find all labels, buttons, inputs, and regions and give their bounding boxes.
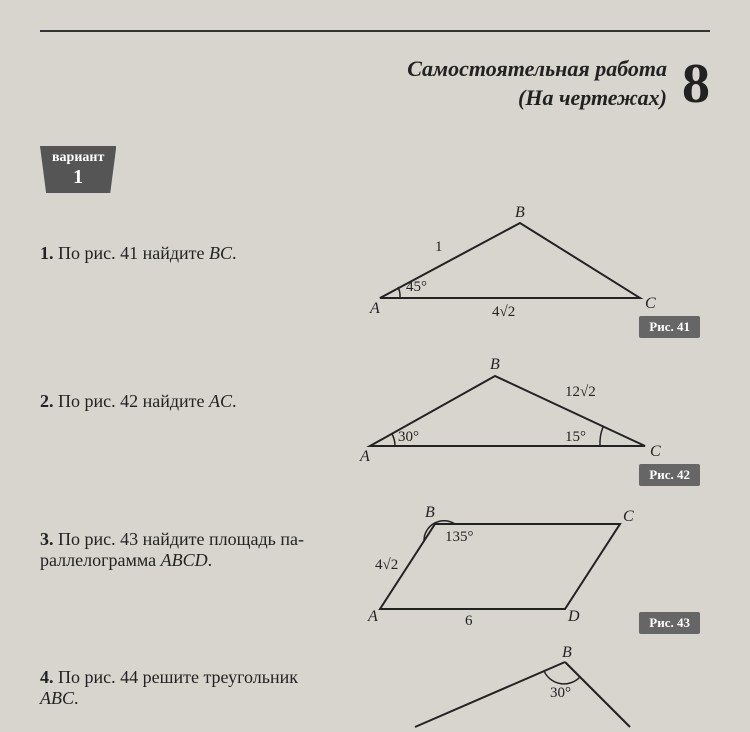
- vertex-C-42: C: [650, 443, 661, 460]
- problem-1-var: BC: [209, 243, 232, 263]
- angle-135-43: 135°: [445, 529, 474, 545]
- problem-1: 1. По рис. 41 найдите BC. A B C 45° 1 4√…: [40, 203, 710, 333]
- figure-43-svg: A B C D 135° 4√2 6: [340, 499, 660, 629]
- parallelogram-43: [380, 524, 620, 609]
- vertex-B-41: B: [515, 204, 525, 221]
- variant-badge: вариант 1: [40, 146, 116, 193]
- vertex-B-43: B: [425, 504, 435, 521]
- angle-15-42: 15°: [565, 429, 586, 445]
- angle-30-44: 30°: [550, 685, 571, 701]
- problem-2-num: 2.: [40, 391, 54, 411]
- problem-3-line2: раллелограмма: [40, 550, 161, 570]
- side-AD-43: 6: [465, 613, 473, 629]
- side-AB-43: 4√2: [375, 557, 398, 573]
- problem-4-before: По рис. 44 решите треугольник: [58, 667, 298, 687]
- vertex-D-43: D: [567, 608, 580, 625]
- problem-3: 3. По рис. 43 найдите площадь па- раллел…: [40, 499, 710, 629]
- angle-arc-42c: [600, 427, 603, 446]
- problem-4-num: 4.: [40, 667, 54, 687]
- figure-43: A B C D 135° 4√2 6 Рис. 43: [340, 499, 710, 629]
- side-1-41: 1: [435, 239, 443, 255]
- problem-2-before: По рис. 42 найдите: [58, 391, 209, 411]
- page-container: Самостоятельная работа (На чертежах) 8 в…: [0, 0, 750, 728]
- problem-3-num: 3.: [40, 529, 54, 549]
- problem-1-before: По рис. 41 найдите: [58, 243, 209, 263]
- problem-2: 2. По рис. 42 найдите AC. A B C 30° 15° …: [40, 351, 710, 481]
- vertex-B-44: B: [562, 644, 572, 661]
- problem-4-var: ABC: [40, 688, 74, 708]
- vertex-B-42: B: [490, 356, 500, 373]
- problem-2-text: 2. По рис. 42 найдите AC.: [40, 351, 340, 412]
- problem-3-text: 3. По рис. 43 найдите площадь па- раллел…: [40, 499, 340, 571]
- header-number: 8: [682, 52, 710, 116]
- header: Самостоятельная работа (На чертежах) 8: [40, 52, 710, 116]
- angle-30-42: 30°: [398, 429, 419, 445]
- line-44-right: [565, 662, 630, 727]
- figure-42: A B C 30° 15° 12√2 Рис. 42: [340, 351, 710, 481]
- variant-label: вариант: [52, 150, 104, 165]
- figure-42-svg: A B C 30° 15° 12√2: [340, 351, 660, 471]
- angle-arc-42a: [392, 434, 395, 446]
- figure-41: A B C 45° 1 4√2 Рис. 41: [340, 203, 710, 333]
- side-bottom-41: 4√2: [492, 304, 515, 320]
- vertex-A-42: A: [359, 448, 370, 465]
- problem-2-after: .: [232, 391, 237, 411]
- fig-42-label: Рис. 42: [639, 464, 700, 486]
- problem-3-var: ABCD: [161, 550, 208, 570]
- problem-3-after: .: [208, 550, 213, 570]
- angle-45-41: 45°: [406, 279, 427, 295]
- problem-1-num: 1.: [40, 243, 54, 263]
- header-line2: (На чертежах): [407, 84, 667, 113]
- vertex-A-43: A: [367, 608, 378, 625]
- problem-4-text: 4. По рис. 44 решите треугольник ABC.: [40, 647, 340, 709]
- figure-41-svg: A B C 45° 1 4√2: [340, 203, 660, 323]
- top-rule: [40, 30, 710, 32]
- fig-41-label: Рис. 41: [639, 316, 700, 338]
- problem-4: 4. По рис. 44 решите треугольник ABC. B …: [40, 647, 710, 727]
- angle-arc-41: [398, 287, 400, 298]
- vertex-C-41: C: [645, 295, 656, 312]
- problem-2-var: AC: [209, 391, 232, 411]
- side-BC-42: 12√2: [565, 384, 596, 400]
- header-line1: Самостоятельная работа: [407, 55, 667, 84]
- line-44-left: [415, 662, 565, 727]
- problem-4-after: .: [74, 688, 79, 708]
- vertex-A-41: A: [369, 300, 380, 317]
- variant-number: 1: [52, 166, 104, 189]
- figure-44: B 30°: [340, 647, 710, 727]
- fig-43-label: Рис. 43: [639, 612, 700, 634]
- figure-44-svg: B 30°: [340, 647, 660, 727]
- vertex-C-43: C: [623, 508, 634, 525]
- header-title: Самостоятельная работа (На чертежах): [407, 55, 667, 112]
- problem-1-text: 1. По рис. 41 найдите BC.: [40, 203, 340, 264]
- problem-1-after: .: [232, 243, 237, 263]
- problem-3-line1: По рис. 43 найдите площадь па-: [58, 529, 304, 549]
